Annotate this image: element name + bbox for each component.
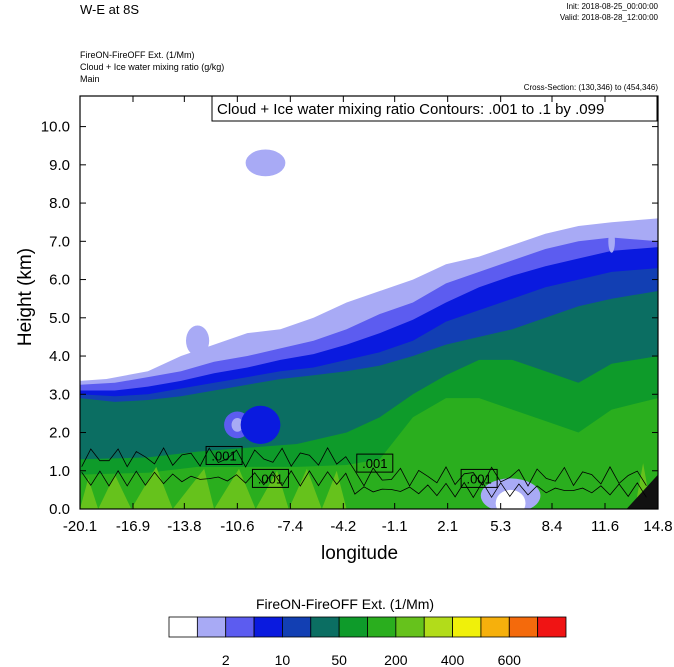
contour-label: .001 [362,456,387,471]
colorbar-label: 50 [331,652,347,667]
x-tick-label: 14.8 [643,518,672,535]
x-tick-label: 2.1 [437,518,458,535]
y-tick-label: 10.0 [41,119,70,136]
y-tick-label: 1.0 [49,463,70,480]
colorbar: 2 10 50 200 400 600 [168,616,567,667]
colorbar-swatch [338,616,368,638]
colorbar-title: FireON-FireOFF Ext. (1/Mm) [256,596,435,612]
colorbar-swatch [310,616,340,638]
x-tick-label: 5.3 [490,518,511,535]
contour-label: .001 [258,471,283,486]
domain-label: Main [80,74,100,84]
y-tick-label: 6.0 [49,272,70,289]
plot-area: .001 .001 .001 .001 [80,96,658,509]
x-tick-label: -13.8 [167,518,201,535]
x-tick-label: -20.1 [63,518,97,535]
colorbar-label: 10 [275,652,291,667]
y-tick-label: 8.0 [49,195,70,212]
shaded-field-label: FireON-FireOFF Ext. (1/Mm) [80,50,195,60]
x-tick-label: -4.2 [330,518,356,535]
contour-field-label: Cloud + Ice water mixing ratio (g/kg) [80,62,225,72]
contour-label-box [205,445,243,465]
x-tick-label: -16.9 [116,518,150,535]
shading-patch [608,229,615,253]
contour-line [81,446,647,487]
colorbar-swatch [168,616,198,638]
contour-label: .001 [211,448,236,463]
colorbar-swatch [508,616,539,638]
shading-patch [240,405,281,444]
contour-label-box [251,468,289,488]
colorbar-swatch [282,616,312,638]
x-tick-label: -1.1 [382,518,408,535]
colorbar-swatch [395,616,425,638]
y-tick-label: 0.0 [49,501,70,518]
x-tick-label: -10.6 [220,518,254,535]
colorbar-swatch [480,616,510,638]
colorbar-swatch [367,616,397,638]
shading-patch [185,325,210,357]
colorbar-label: 400 [441,652,465,667]
colorbar-label: 200 [384,652,408,667]
x-tick-label: -7.4 [277,518,303,535]
y-tick-label: 4.0 [49,348,70,365]
colorbar-swatch [196,616,227,638]
colorbar-swatch [537,616,567,638]
x-tick-label: 11.6 [591,518,619,535]
terrain-mask [626,474,658,509]
y-tick-label: 2.0 [49,425,70,442]
shading-patch [495,489,526,509]
contour-label: .001 [466,471,491,486]
cross-section-label: Cross-Section: (130,346) to (454,346) [523,83,658,92]
shading-patch [231,417,244,432]
y-tick-label: 7.0 [49,233,70,250]
valid-time-label: Valid: 2018-08-28_12:00:00 [559,13,658,22]
colorbar-swatch [225,616,255,638]
shading-patch [245,149,286,177]
contour-box [211,95,658,122]
colorbar-swatch [452,616,482,638]
colorbar-label: 2 [222,652,230,667]
shading-yellow-green [80,463,658,509]
plot-title: W-E at 8S [80,2,140,17]
contour-label-box [460,468,498,488]
y-axis-ticks: 0.0 1.0 2.0 3.0 4.0 5.0 6.0 7.0 8.0 9.0 10.0 [41,119,658,518]
x-axis-label: longitude [321,543,399,564]
contour-line [81,470,647,499]
colorbar-swatch [423,616,453,638]
contour-label-box [356,453,394,473]
colorbar-swatch [253,616,283,638]
colorbar-label: 600 [498,652,522,667]
plot-frame [79,95,659,510]
y-tick-label: 9.0 [49,157,70,174]
y-tick-label: 5.0 [49,310,70,327]
init-time-label: Init: 2018-08-25_00:00:00 [566,2,658,11]
y-tick-label: 3.0 [49,386,70,403]
x-tick-label: 8.4 [542,518,563,535]
x-axis-ticks: -20.1 -16.9 -13.8 -10.6 -7.4 -4.2 -1.1 2.1 5.3 8.… [63,96,673,535]
contour-box-text: Cloud + Ice water mixing ratio Contours:… [217,101,604,118]
